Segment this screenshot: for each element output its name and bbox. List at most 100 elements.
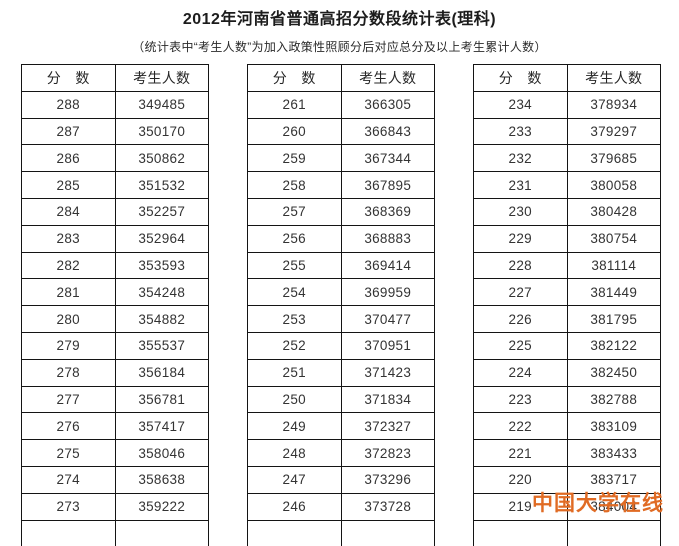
count-column-header: 考生人数 [340,64,435,92]
table-row: 248 372823 [247,439,435,467]
score-cell: 249 [247,412,342,441]
score-cell: 275 [21,439,116,467]
table-header-row: 分 数 考生人数 [247,64,435,92]
table-row: 233 379297 [473,117,661,146]
table-row: 286 350862 [21,144,209,173]
table-row: 260 366843 [247,117,435,146]
table-row: 256 368883 [247,224,435,253]
score-cell: 258 [247,171,342,199]
table-row: 275 358046 [21,439,209,467]
count-cell: 367895 [340,171,435,199]
score-cell: 224 [473,358,568,387]
score-cell: 219 [473,492,568,521]
score-cell: 280 [21,305,116,333]
score-cell: 248 [247,439,342,467]
table-row: 246 373728 [247,492,435,521]
score-cell: 228 [473,251,568,280]
table-row: 224 382450 [473,358,661,387]
score-cell: 220 [473,465,568,494]
count-column-header: 考生人数 [566,64,661,92]
table-row: 223 382788 [473,385,661,414]
score-column-header: 分 数 [473,64,568,92]
count-cell: 378934 [566,90,661,119]
count-cell: 381114 [566,251,661,280]
count-cell: 367344 [340,144,435,173]
score-table-left: 分 数 考生人数 288 349485 287 350170 286 350862 285 3… [21,64,209,546]
score-cell: 250 [247,385,342,414]
score-cell [21,519,116,546]
table-row: 228 381114 [473,251,661,280]
table-row: 257 368369 [247,197,435,226]
score-cell: 276 [21,412,116,441]
score-cell: 232 [473,144,568,173]
score-cell: 254 [247,278,342,307]
count-cell: 356781 [114,385,209,414]
count-cell: 370951 [340,331,435,360]
table-row: 285 351532 [21,171,209,199]
count-cell: 350170 [114,117,209,146]
count-cell: 383433 [566,439,661,467]
score-cell: 278 [21,358,116,387]
table-row: 274 358638 [21,465,209,494]
count-cell: 368369 [340,197,435,226]
table-row: 276 357417 [21,412,209,441]
page-title: 2012年河南省普通高招分数段统计表(理科) [182,11,497,28]
page-subtitle: （统计表中“考生人数”为加入政策性照顾分后对应总分及以上考生累计人数） [132,40,547,54]
count-cell: 379297 [566,117,661,146]
count-cell: 366843 [340,117,435,146]
table-row: 273 359222 [21,492,209,521]
table-row: 287 350170 [21,117,209,146]
score-cell: 225 [473,331,568,360]
table-row: 278 356184 [21,358,209,387]
count-cell: 380058 [566,171,661,199]
table-row: 222 383109 [473,412,661,441]
score-cell: 256 [247,224,342,253]
score-cell: 283 [21,224,116,253]
score-cell: 233 [473,117,568,146]
score-cell: 259 [247,144,342,173]
table-row: 227 381449 [473,278,661,307]
count-cell: 372823 [340,439,435,467]
count-cell: 354248 [114,278,209,307]
score-cell: 234 [473,90,568,119]
count-cell: 359222 [114,492,209,521]
count-cell: 379685 [566,144,661,173]
score-cell: 287 [21,117,116,146]
count-cell: 351532 [114,171,209,199]
count-cell: 383109 [566,412,661,441]
score-cell [473,519,568,546]
count-cell: 381449 [566,278,661,307]
table-row-partial [21,519,209,546]
score-cell: 273 [21,492,116,521]
table-row: 249 372327 [247,412,435,441]
score-cell: 230 [473,197,568,226]
count-cell [340,519,435,546]
count-cell: 357417 [114,412,209,441]
count-cell: 371423 [340,358,435,387]
count-cell: 382122 [566,331,661,360]
table-row-partial [473,519,661,546]
score-cell: 255 [247,251,342,280]
table-row: 281 354248 [21,278,209,307]
table-row: 261 366305 [247,90,435,119]
table-row: 219 384004 [473,492,661,521]
table-row: 250 371834 [247,385,435,414]
table-row: 258 367895 [247,171,435,199]
count-cell: 384004 [566,492,661,521]
count-cell: 371834 [340,385,435,414]
count-cell: 353593 [114,251,209,280]
count-cell [114,519,209,546]
score-cell: 223 [473,385,568,414]
count-cell: 354882 [114,305,209,333]
score-cell: 221 [473,439,568,467]
score-cell: 231 [473,171,568,199]
table-row: 280 354882 [21,305,209,333]
score-cell: 282 [21,251,116,280]
table-row: 253 370477 [247,305,435,333]
count-cell: 352964 [114,224,209,253]
count-cell: 369959 [340,278,435,307]
count-cell: 352257 [114,197,209,226]
count-cell: 349485 [114,90,209,119]
count-column-header: 考生人数 [114,64,209,92]
count-cell: 358046 [114,439,209,467]
